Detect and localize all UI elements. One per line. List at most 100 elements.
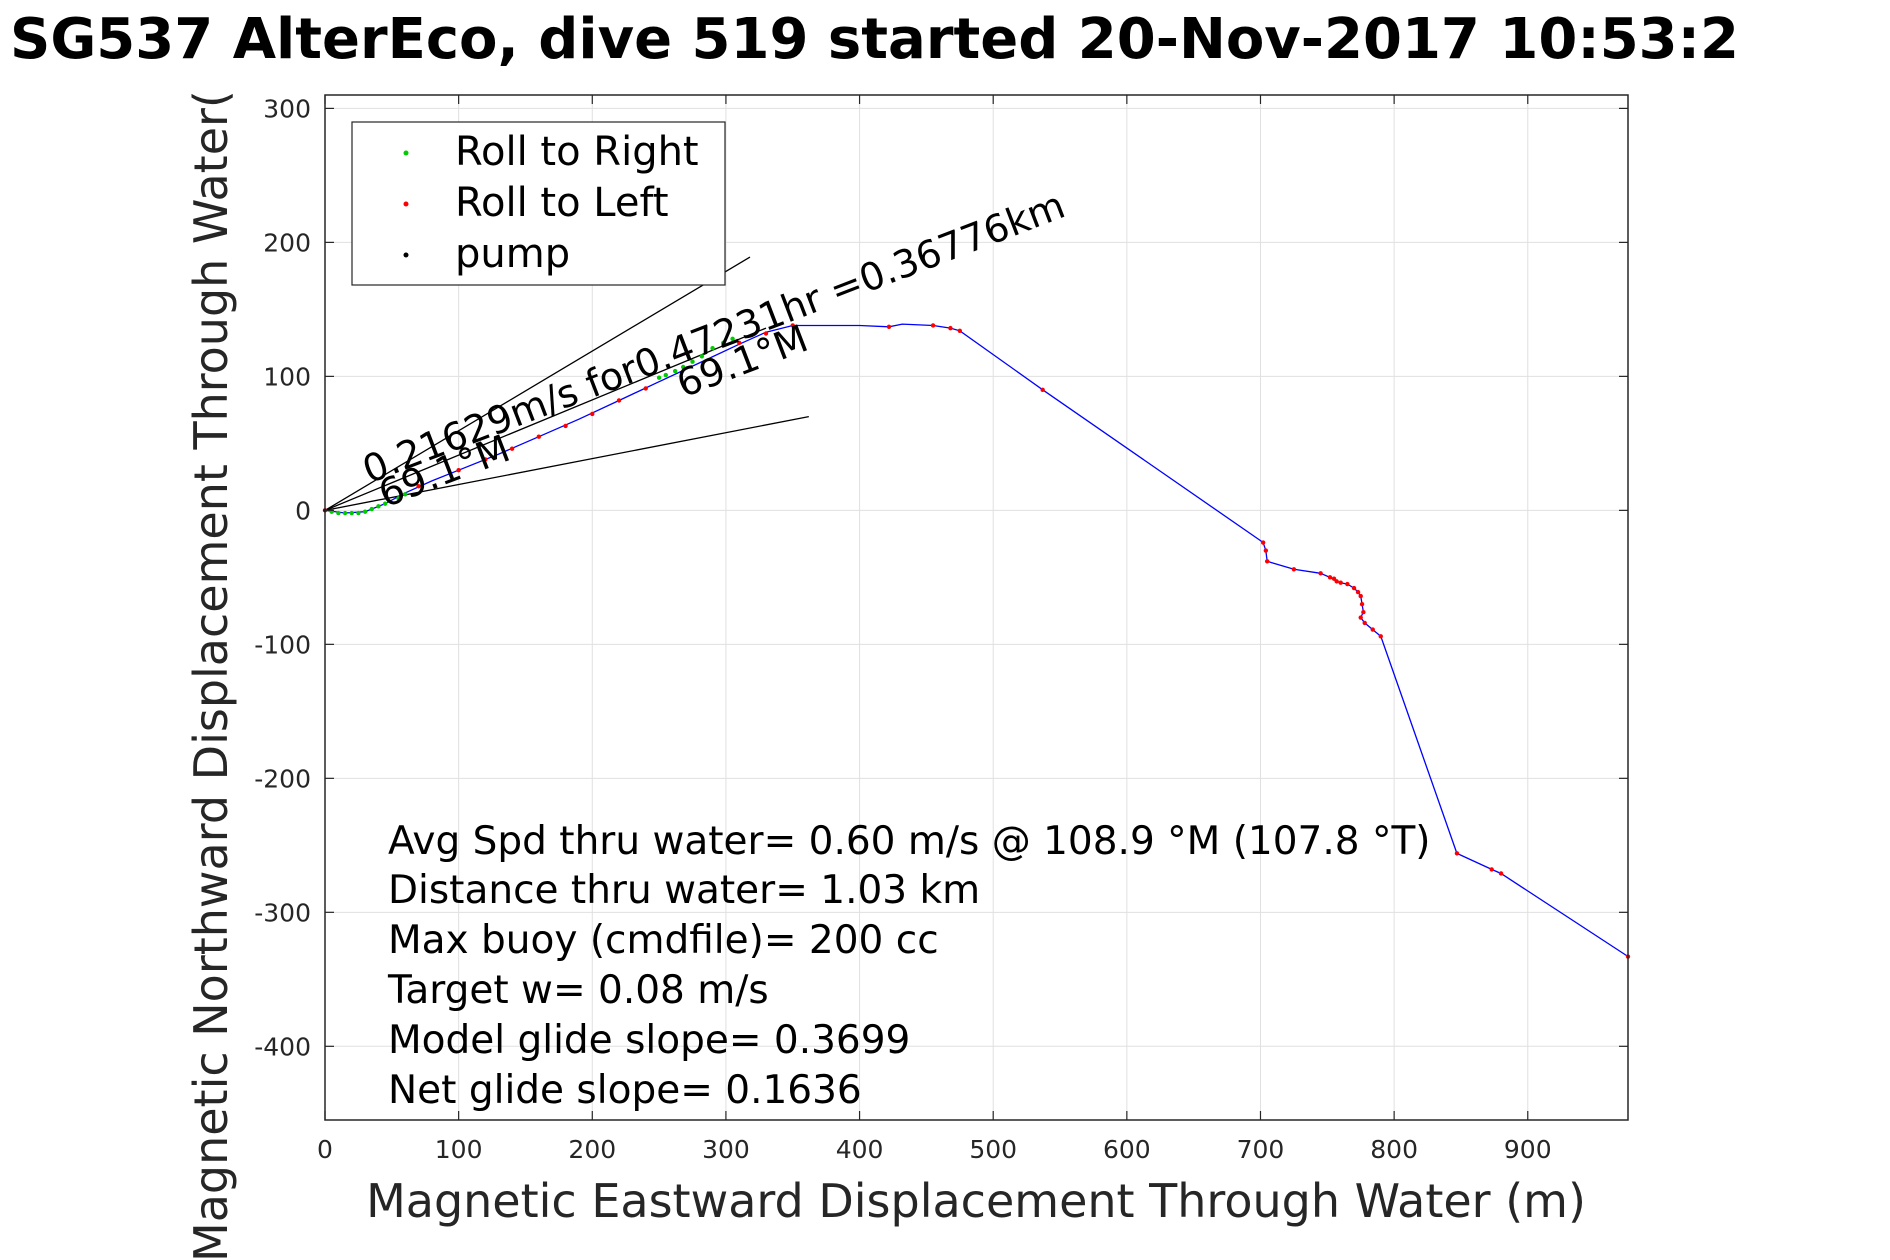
x-tick-label: 300 [702,1135,750,1164]
roll-left-point [1358,615,1363,620]
roll-left-point [1331,576,1337,581]
roll-right-point [730,336,735,342]
roll-right-point [690,359,695,364]
y-tick-label: 0 [295,496,311,525]
roll-right-point [656,375,662,380]
roll-right-point [342,510,348,516]
y-tick-label: 300 [263,94,311,123]
roll-right-point [336,510,341,516]
plot-frame [324,94,1629,1121]
roll-left-point [957,328,962,334]
roll-left-point [509,446,515,451]
roll-left-point [886,324,892,329]
x-tick-label: 500 [969,1135,1017,1164]
legend-marker-roll-right [403,150,409,156]
roll-right-point [396,496,401,501]
roll-left-point [1040,387,1045,392]
current-line-mid [324,327,767,512]
y-tick-label: -100 [254,630,311,659]
points-layer [322,323,1631,959]
roll-left-point [948,325,953,331]
track-layer [324,323,1629,958]
stat-net-glide: Net glide slope= 0.1636 [388,1068,862,1113]
roll-left-point [1359,601,1365,607]
x-tick-label: 200 [568,1135,616,1164]
stat-target-w: Target w= 0.08 m/s [387,968,769,1013]
roll-right-point [663,372,668,378]
stat-max-buoy: Max buoy (cmdfile)= 200 cc [388,918,939,963]
roll-left-point [456,467,461,473]
roll-left-point [1334,579,1339,584]
roll-left-point [643,386,648,391]
stat-distance: Distance thru water= 1.03 km [388,868,980,913]
roll-left-point [1260,540,1266,545]
roll-right-point [710,346,715,351]
y-tick-label: 100 [263,362,311,391]
roll-left-point [930,323,936,328]
x-tick-label: 100 [435,1135,483,1164]
x-tick-label: 400 [836,1135,884,1164]
roll-right-point [362,509,368,514]
roll-left-point [1291,567,1297,572]
roll-right-point [699,354,705,359]
roll-left-point [1362,620,1367,626]
y-tick-label: 200 [263,228,311,257]
roll-left-point [1327,575,1333,580]
chart-title: SG537 AlterEco, dive 519 started 20-Nov-… [10,7,1739,72]
y-tick-label: -300 [254,898,311,927]
roll-left-point [616,398,622,403]
y-tick-label: -200 [254,764,311,793]
roll-right-point [376,504,381,509]
roll-left-point [536,434,542,439]
stat-avg-speed: Avg Spd thru water= 0.60 m/s @ 108.9 °M … [388,819,1431,864]
track-line [324,323,1629,958]
roll-left-point [1338,580,1343,585]
x-tick-label: 900 [1504,1135,1552,1164]
roll-left-point [1378,634,1383,639]
roll-left-point [1345,581,1350,587]
y-axis-label: Magnetic Northward Displacement Through … [184,90,238,1260]
legend-marker-roll-left [403,201,409,207]
roll-left-point [790,323,795,328]
roll-right-point [382,501,388,506]
roll-left-point [1263,548,1269,553]
roll-right-point [680,364,686,370]
roll-left-point [1355,589,1361,595]
roll-left-point [1498,871,1504,876]
roll-right-point [402,492,408,497]
stats-block: Avg Spd thru water= 0.60 m/s @ 108.9 °M … [387,819,1431,1113]
current-line-upper [324,256,751,511]
roll-left-point [1370,627,1375,632]
roll-right-point [356,510,361,516]
legend: Roll to Right Roll to Left pump [351,121,726,286]
roll-right-point [369,506,374,512]
legend-box [351,121,726,286]
x-axis-label: Magnetic Eastward Displacement Through W… [366,1174,1586,1228]
x-tick-label: 600 [1103,1135,1151,1164]
tick-labels: 0 100 200 300 400 500 600 700 800 900 300 200 100 0 -1… [254,94,1628,1164]
x-tick-label: 800 [1370,1135,1418,1164]
stat-model-glide: Model glide slope= 0.3699 [388,1018,910,1063]
legend-marker-pump [403,252,409,258]
roll-left-point [1318,571,1323,576]
roll-left-point [1351,585,1357,591]
roll-left-point [1358,593,1363,599]
roll-right-point [349,510,354,516]
roll-left-point [1454,851,1460,856]
legend-label-roll-left: Roll to Left [455,180,669,226]
roll-left-point [416,484,421,489]
roll-left-point [1361,609,1366,615]
roll-left-point [737,340,742,346]
roll-left-point [1489,867,1494,872]
roll-left-point [1264,559,1270,564]
roll-right-point [721,340,726,346]
legend-label-pump: pump [455,231,570,277]
roll-right-point [672,368,678,374]
legend-label-roll-right: Roll to Right [455,129,699,175]
roll-left-point [763,331,769,336]
roll-left-point [590,411,595,417]
y-tick-label: -400 [254,1032,311,1061]
x-tick-label: 0 [317,1135,333,1164]
